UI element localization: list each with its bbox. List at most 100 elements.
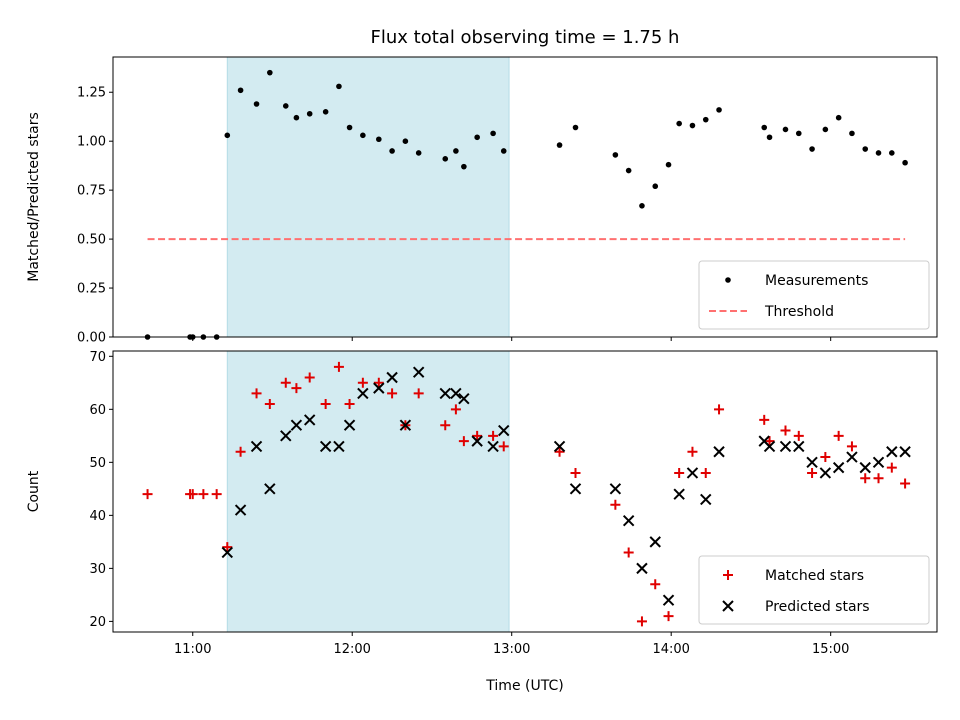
observing-span: [226, 350, 510, 633]
count-panel: 20 30 40 50 60 70 11:00 12:00 13:00 14:00 15:00 Co…: [26, 350, 938, 694]
matched-stars-point: [674, 467, 685, 478]
predicted-stars-point: [458, 393, 470, 405]
measurements-point: [306, 110, 313, 117]
predicted-stars-point: [234, 504, 247, 516]
predicted-stars-point: [553, 440, 566, 453]
x-tick-label: 12:00: [333, 642, 370, 657]
matched-stars-point: [304, 372, 315, 383]
measurements-point: [702, 116, 709, 123]
predicted-stars-point: [859, 461, 871, 474]
matched-stars-point: [886, 462, 897, 473]
matched-stars-point: [764, 436, 775, 447]
matched-stars-point: [450, 404, 461, 415]
matched-stars-point: [610, 499, 621, 510]
predicted-stars-point: [609, 483, 622, 495]
measurements-point: [625, 167, 632, 174]
legend-marker-measurements: [725, 277, 731, 283]
matched-stars-point: [333, 361, 344, 372]
measurements-point: [652, 183, 659, 190]
predicted-stars-point: [386, 371, 398, 384]
y-tick-label: 0.00: [77, 331, 106, 346]
predicted-stars-point: [832, 461, 845, 474]
count-legend: Matched stars Predicted stars: [698, 555, 930, 625]
measurements-point: [267, 69, 273, 76]
matched-stars-point: [211, 489, 222, 500]
matched-stars-point: [357, 377, 368, 388]
predicted-stars-point: [763, 440, 776, 453]
ratio-plot-area: [144, 69, 908, 340]
predicted-stars-point: [846, 451, 858, 463]
ratio-legend: Measurements Threshold: [698, 260, 930, 330]
x-tick-label: 15:00: [812, 642, 849, 657]
matched-stars-point: [833, 430, 844, 441]
predicted-stars-point: [333, 440, 345, 453]
measurements-point: [402, 138, 409, 144]
predicted-stars-point: [450, 387, 462, 400]
measurements-point: [612, 152, 619, 158]
predicted-stars-point: [280, 430, 292, 442]
y-tick-label: 50: [89, 456, 106, 471]
matched-stars-point: [860, 473, 871, 484]
predicted-stars-point: [872, 456, 885, 469]
measurements-point: [346, 124, 353, 131]
measurements-point: [237, 87, 244, 94]
x-tick-label: 11:00: [174, 642, 211, 657]
predicted-stars-point: [700, 493, 712, 506]
y-tick-label: 70: [89, 350, 106, 365]
matched-stars-point: [873, 473, 884, 484]
matched-stars-point: [793, 430, 804, 441]
measurements-point: [453, 148, 459, 154]
y-tick-label: 0.50: [77, 233, 106, 248]
legend-marker-swatch: [722, 600, 734, 612]
predicted-stars-point: [779, 440, 792, 453]
predicted-stars-point: [886, 446, 898, 458]
measurements-point: [822, 126, 829, 133]
measurements-point: [556, 142, 563, 148]
matched-stars-point: [142, 489, 153, 500]
predicted-stars-point: [412, 366, 425, 378]
measurements-point: [415, 150, 422, 156]
ratio-panel: 0.00 0.25 0.50 0.75 1.00 1.25 Matched/Predict…: [26, 56, 938, 346]
measurements-point: [761, 124, 768, 131]
count-legend-box: [698, 555, 930, 625]
measurements-point: [689, 122, 696, 129]
measurements-point: [282, 103, 289, 109]
predicted-stars-point: [303, 414, 316, 426]
measurements-point: [336, 83, 342, 90]
measurements-point: [572, 124, 579, 131]
predicted-stars-point: [221, 546, 234, 559]
measurements-point: [665, 161, 672, 168]
measurements-point: [389, 148, 395, 154]
y-tick-label: 0.25: [77, 282, 106, 297]
legend-marker-swatch: [723, 570, 733, 580]
matched-stars-point: [472, 430, 483, 441]
legend-label-threshold: Threshold: [764, 304, 834, 320]
predicted-stars-point: [357, 387, 369, 400]
count-y-axis-label: Count: [26, 470, 42, 512]
predicted-stars-point: [498, 424, 510, 437]
matched-stars-point: [570, 467, 581, 478]
legend-marker-swatch: [725, 277, 731, 283]
matched-stars-point: [291, 383, 302, 394]
predicted-stars-point: [673, 488, 685, 500]
predicted-stars-point: [713, 446, 725, 458]
measurements-point: [461, 163, 467, 170]
measurements-point: [889, 150, 895, 156]
matched-stars-point: [320, 399, 331, 410]
matched-stars-point: [846, 441, 857, 452]
measurements-point: [902, 159, 908, 166]
measurements-point: [795, 130, 802, 137]
observing-span: [226, 56, 510, 338]
legend-marker-matched-stars: [723, 570, 733, 580]
predicted-stars-point: [250, 440, 263, 453]
matched-stars-point: [413, 388, 424, 399]
count-axes-frame: [112, 350, 938, 633]
measurements-point: [639, 203, 645, 209]
chart-title: Flux total observing time = 1.75 h: [371, 27, 680, 48]
measurements-point: [442, 156, 449, 162]
predicted-stars-point: [806, 456, 818, 469]
matched-stars-point: [373, 377, 384, 388]
matched-stars-point: [759, 414, 770, 425]
predicted-stars-point: [793, 440, 805, 453]
matched-stars-point: [387, 388, 398, 399]
